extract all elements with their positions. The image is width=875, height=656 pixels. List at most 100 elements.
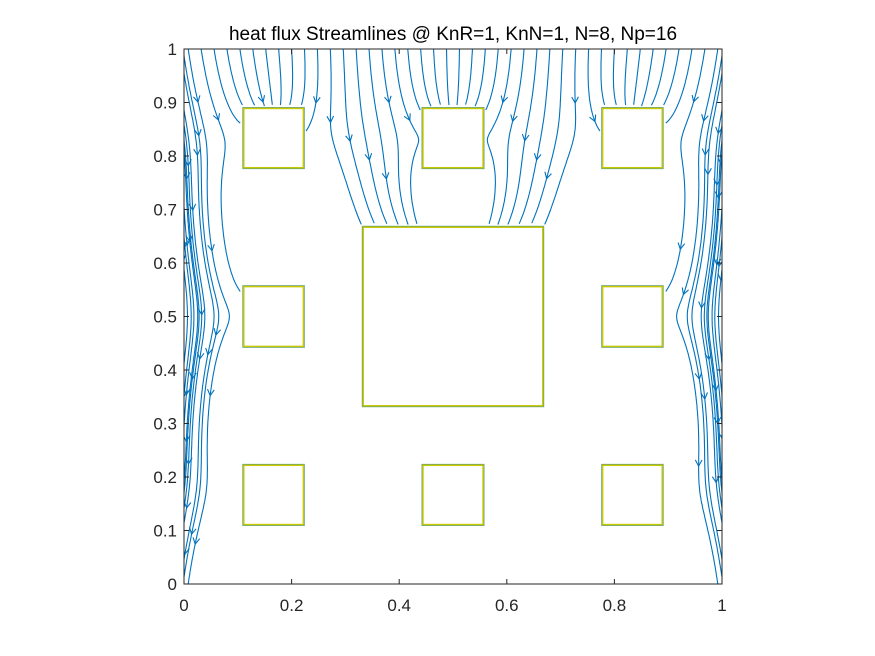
streamline-arrow xyxy=(184,159,192,167)
streamline xyxy=(663,49,680,106)
streamline xyxy=(445,49,450,106)
streamline-arrow xyxy=(212,113,221,122)
obstacle-outline xyxy=(361,225,545,408)
x-tick-label: 0.4 xyxy=(387,596,411,615)
streamline-arrow xyxy=(521,133,530,142)
streamline-arrow xyxy=(717,158,722,166)
streamline xyxy=(486,49,512,224)
streamline xyxy=(239,49,256,106)
streamline-arrow xyxy=(384,95,392,104)
obstacle-square xyxy=(422,107,484,169)
obstacle-outline xyxy=(242,285,305,348)
streamline-arrow xyxy=(185,234,194,243)
streamline-arrow xyxy=(694,372,703,381)
streamline xyxy=(676,49,719,584)
streamline xyxy=(665,49,706,292)
streamline xyxy=(200,49,241,292)
streamline-arrow xyxy=(698,301,706,310)
y-tick-label: 1 xyxy=(168,40,177,59)
streamline xyxy=(497,49,525,225)
streamline xyxy=(686,51,722,581)
obstacle-square xyxy=(362,226,544,407)
y-tick-label: 0.1 xyxy=(153,522,177,541)
chart-title: heat flux Streamlines @ KnR=1, KnN=1, N=… xyxy=(229,24,677,45)
streamline-arrow xyxy=(184,390,189,398)
streamline xyxy=(381,49,409,225)
streamline-arrow xyxy=(711,383,720,392)
obstacle-outline xyxy=(421,463,485,526)
streamline xyxy=(184,136,200,498)
streamline xyxy=(474,49,486,107)
streamline xyxy=(587,49,601,132)
streamline-arrow xyxy=(184,254,187,261)
y-tick-label: 0.2 xyxy=(153,468,177,487)
streamline xyxy=(394,49,420,224)
streamline xyxy=(187,49,230,584)
streamline xyxy=(420,49,432,107)
x-tick-label: 0.2 xyxy=(280,596,304,615)
streamline-arrow xyxy=(694,459,703,468)
y-axis-ticks: 0 0.1 0.2 0.3 0.4 0.5 0.6 0.7 0.8 0.9 1 xyxy=(153,40,722,594)
y-tick-label: 0.7 xyxy=(153,201,177,220)
streamline xyxy=(407,49,421,111)
streamline-arrow xyxy=(677,242,686,251)
x-tick-label: 0.8 xyxy=(603,596,627,615)
streamline xyxy=(184,106,206,527)
streamline-arrow xyxy=(589,114,597,123)
streamline xyxy=(213,49,241,124)
streamline-arrow xyxy=(571,96,579,105)
y-tick-label: 0.4 xyxy=(153,361,177,380)
streamline-arrow xyxy=(717,273,722,282)
streamline-arrow xyxy=(188,527,197,536)
streamline-arrow xyxy=(205,347,213,356)
streamline-arrow xyxy=(403,113,411,122)
streamline xyxy=(300,49,306,106)
x-tick-label: 0 xyxy=(179,596,188,615)
streamline-arrow xyxy=(207,244,215,252)
streamline xyxy=(531,49,564,224)
streamline-arrow xyxy=(700,392,709,401)
streamline xyxy=(507,49,538,225)
obstacle-square xyxy=(242,464,305,526)
streamline-arrow xyxy=(184,548,190,556)
streamline-arrow xyxy=(701,148,710,156)
streamline-arrow xyxy=(192,537,201,546)
streamline-arrow xyxy=(364,153,373,162)
obstacle-square xyxy=(242,285,305,348)
streamline xyxy=(714,230,722,403)
streamline-arrow xyxy=(704,352,712,361)
streamline xyxy=(368,49,399,225)
streamline-arrow xyxy=(704,167,712,176)
x-axis-ticks: 0 0.2 0.4 0.6 0.8 1 xyxy=(179,49,727,615)
y-tick-label: 0.3 xyxy=(153,415,177,434)
streamline-arrow xyxy=(718,433,722,440)
streamline xyxy=(518,49,551,225)
streamline xyxy=(184,145,199,488)
x-tick-label: 1 xyxy=(717,596,726,615)
y-tick-label: 0.5 xyxy=(153,308,177,327)
streamline-arrow xyxy=(533,153,542,162)
streamline-arrow xyxy=(213,328,222,337)
obstacle-square xyxy=(242,107,305,169)
streamline xyxy=(706,136,722,498)
y-tick-label: 0.8 xyxy=(153,147,177,166)
streamline-arrow xyxy=(381,172,390,181)
streamline xyxy=(278,49,282,106)
streamline xyxy=(342,49,375,224)
y-tick-label: 0.6 xyxy=(153,254,177,273)
streamline-arrow xyxy=(701,114,709,123)
y-tick-label: 0.9 xyxy=(153,94,177,113)
streamline xyxy=(703,121,722,512)
streamline-arrow xyxy=(691,94,699,103)
streamline xyxy=(700,106,722,527)
streamline-arrow xyxy=(500,95,509,104)
streamline-arrow xyxy=(326,115,335,124)
streamline xyxy=(691,70,722,563)
streamline-arrow xyxy=(681,287,689,296)
obstacle-outline xyxy=(601,285,664,348)
obstacle-square xyxy=(422,464,484,526)
streamline-arrow xyxy=(544,171,552,180)
streamline xyxy=(184,70,215,563)
streamline xyxy=(226,49,243,106)
